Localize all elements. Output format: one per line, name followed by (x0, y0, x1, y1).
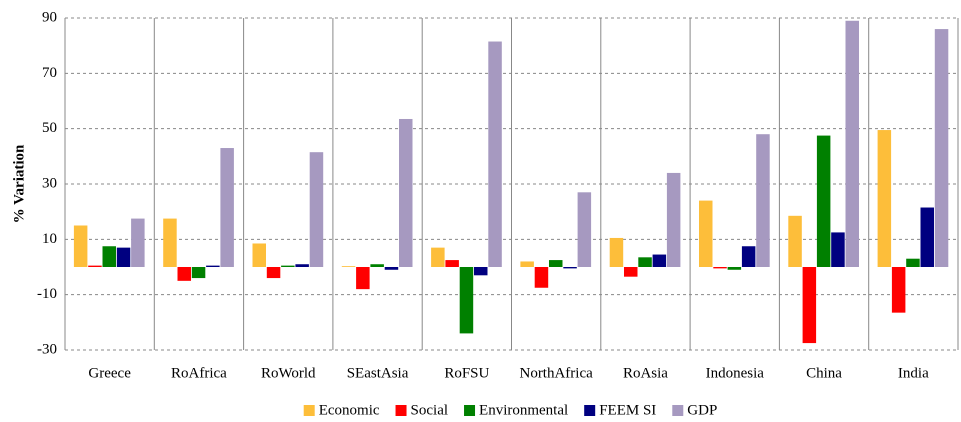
x-tick-label: SEastAsia (347, 365, 409, 381)
bar (399, 118, 413, 267)
y-tick-label: 50 (42, 120, 57, 136)
legend-swatch (303, 405, 315, 416)
bar (177, 267, 191, 281)
legend-label: Environmental (479, 402, 568, 418)
bar (356, 267, 370, 290)
bar (266, 267, 281, 279)
legend-swatch (672, 405, 684, 416)
legend-swatch (584, 405, 596, 416)
bar (831, 232, 845, 267)
bar (934, 29, 949, 267)
bar (73, 225, 88, 267)
bar (520, 261, 534, 267)
bar (295, 264, 309, 267)
bar (741, 246, 756, 267)
bar (534, 267, 549, 288)
bar (384, 267, 399, 270)
bar (609, 237, 624, 267)
bar (920, 207, 934, 267)
x-tick-label: RoAsia (623, 365, 668, 381)
legend-swatch (395, 405, 407, 416)
x-tick-label: RoWorld (261, 365, 316, 381)
bar (727, 267, 742, 270)
bar (131, 218, 145, 267)
bar (163, 218, 177, 267)
bar (624, 267, 638, 277)
y-tick-label: 90 (42, 9, 57, 25)
x-tick-label: Greece (88, 365, 131, 381)
bar (577, 192, 592, 267)
bar (252, 243, 266, 267)
legend-label: FEEM SI (599, 402, 656, 418)
bar (281, 265, 295, 267)
bar (699, 200, 713, 267)
bar (816, 135, 831, 267)
bar (877, 130, 892, 267)
y-tick-label: 30 (42, 175, 57, 191)
bar (370, 264, 384, 267)
bar (474, 267, 488, 276)
bar (191, 267, 206, 279)
bar (445, 260, 459, 267)
bar (88, 265, 102, 267)
x-tick-label: RoAfrica (171, 365, 227, 381)
x-tick-label: India (898, 365, 929, 381)
bar (906, 258, 920, 267)
y-tick-label: -30 (37, 341, 57, 357)
bar (549, 260, 563, 267)
bar (563, 267, 577, 269)
y-tick-label: 70 (42, 65, 57, 81)
bar (102, 246, 116, 267)
bar (431, 247, 445, 267)
y-axis-label: % Variation (11, 144, 27, 223)
legend-label: Social (411, 402, 449, 418)
legend-swatch (464, 405, 476, 416)
bar (802, 267, 817, 344)
bar (206, 265, 220, 267)
legend-label: Economic (319, 402, 380, 418)
bar (488, 41, 502, 268)
legend-label: GDP (687, 402, 717, 418)
x-tick-label: Indonesia (706, 365, 765, 381)
bar (666, 172, 681, 267)
bar (756, 134, 770, 267)
y-tick-label: 10 (42, 231, 57, 247)
bar (341, 266, 356, 267)
x-tick-label: RoFSU (444, 365, 489, 381)
bar (638, 257, 652, 267)
bar (891, 267, 906, 313)
bar (788, 215, 802, 267)
bar (220, 148, 234, 267)
y-tick-label: -10 (37, 286, 57, 302)
x-tick-label: China (806, 365, 842, 381)
bar (459, 267, 474, 334)
bar (845, 20, 859, 268)
bar (652, 254, 667, 267)
bar (309, 152, 324, 267)
bar (713, 267, 727, 269)
x-tick-label: NorthAfrica (519, 365, 593, 381)
bar (116, 247, 131, 267)
